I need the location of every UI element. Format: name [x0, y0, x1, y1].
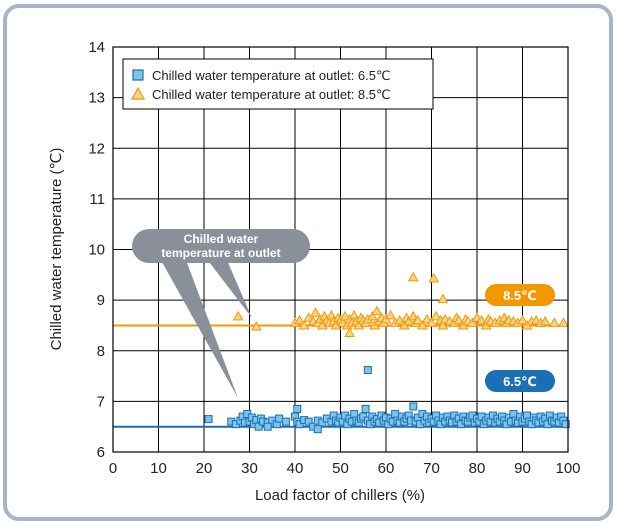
legend-box — [122, 58, 434, 110]
y-tick-label: 8 — [97, 343, 105, 360]
data-point-8-5 — [421, 313, 433, 324]
data-point-8-5 — [412, 314, 424, 325]
data-point-6-5 — [561, 420, 570, 429]
data-point-6-5 — [293, 404, 302, 413]
data-point-6-5 — [391, 410, 400, 419]
data-point-8-5 — [476, 314, 487, 325]
data-point-8-5 — [310, 307, 321, 317]
data-point-6-5 — [204, 415, 213, 424]
y-tick-label: 14 — [88, 39, 105, 56]
data-point-8-5 — [426, 317, 437, 327]
data-point-8-5 — [394, 314, 406, 325]
data-point-8-5 — [437, 293, 449, 304]
x-tick-label: 50 — [332, 460, 349, 477]
data-point-8-5 — [294, 314, 305, 325]
data-point-6-5 — [363, 365, 372, 374]
callout-bubble — [132, 229, 310, 263]
x-tick-label: 20 — [196, 460, 213, 477]
data-point-8-5 — [232, 310, 244, 321]
y-tick-label: 10 — [88, 242, 105, 259]
y-tick-labels: 6 7 8 9 10 11 12 13 14 — [88, 39, 105, 461]
x-tick-label: 30 — [241, 460, 258, 477]
data-point-8-5 — [453, 314, 465, 325]
badge-8-5-label: 8.5℃ — [503, 288, 537, 303]
data-points — [204, 271, 570, 434]
x-tick-label: 10 — [150, 460, 167, 477]
badge-6-5-bg — [485, 370, 555, 392]
data-point-8-5 — [428, 272, 440, 283]
x-tick-label: 100 — [555, 460, 580, 477]
callout-pointer-lower — [158, 255, 238, 398]
x-tick-label: 0 — [109, 460, 117, 477]
x-tick-label: 70 — [423, 460, 440, 477]
data-point-8-5 — [403, 315, 415, 326]
legend-label-6-5: Chilled water temperature at outlet: 6.5… — [152, 68, 391, 83]
data-point-8-5 — [371, 305, 383, 316]
data-point-8-5 — [344, 327, 355, 338]
y-axis-title: Chilled water temperature (℃) — [48, 148, 65, 351]
x-tick-label: 90 — [514, 460, 531, 477]
data-point-8-5 — [467, 317, 478, 327]
data-point-6-5 — [295, 420, 304, 429]
data-point-6-5 — [509, 410, 518, 419]
data-point-6-5 — [304, 417, 313, 426]
data-point-6-5 — [313, 425, 322, 434]
data-point-8-5 — [417, 319, 428, 330]
data-point-8-5 — [250, 320, 262, 331]
legend: Chilled water temperature at outlet: 6.5… — [122, 58, 434, 110]
y-tick-label: 13 — [88, 90, 105, 107]
y-tick-label: 12 — [88, 140, 105, 157]
outer-frame — [3, 4, 613, 521]
data-point-8-5 — [316, 319, 328, 330]
y-tick-label: 11 — [89, 191, 105, 208]
data-point-8-5 — [330, 319, 342, 330]
x-axis-title: Load factor of chillers (%) — [255, 487, 425, 504]
data-point-8-5 — [385, 309, 396, 320]
data-point-8-5 — [548, 317, 560, 327]
y-tick-label: 9 — [97, 292, 105, 309]
setpoint-badge-6-5: 6.5℃ — [485, 370, 555, 392]
data-point-6-5 — [281, 417, 290, 426]
badge-8-5-bg — [485, 284, 555, 306]
callout-pointer-upper — [206, 258, 252, 318]
data-point-6-5 — [263, 422, 272, 431]
data-point-8-5 — [339, 310, 351, 321]
data-point-8-5 — [353, 319, 365, 330]
y-tick-label: 6 — [97, 444, 105, 461]
data-point-8-5 — [430, 310, 442, 321]
data-point-8-5 — [539, 315, 551, 326]
data-point-8-5 — [407, 271, 419, 282]
legend-triangle-marker — [130, 86, 146, 100]
data-point-6-5 — [254, 422, 263, 431]
data-point-8-5 — [517, 314, 528, 325]
data-point-6-5 — [275, 414, 284, 423]
y-tick-label: 7 — [97, 393, 105, 410]
callout-line-2: temperature at outlet — [161, 246, 280, 260]
data-point-6-5 — [350, 410, 359, 419]
x-tick-label: 60 — [378, 460, 395, 477]
legend-label-8-5: Chilled water temperature at outlet: 8.5… — [152, 87, 391, 102]
x-tick-label: 40 — [287, 460, 304, 477]
data-point-8-5 — [303, 312, 315, 322]
data-point-8-5 — [298, 319, 310, 330]
data-point-6-5 — [409, 402, 418, 411]
legend-square-marker — [132, 69, 144, 81]
x-tick-label: 80 — [469, 460, 486, 477]
data-point-6-5 — [361, 404, 370, 413]
setpoint-badge-8-5: 8.5℃ — [485, 284, 555, 306]
data-point-8-5 — [366, 310, 378, 321]
data-point-8-5 — [558, 317, 569, 327]
data-point-6-5 — [318, 418, 327, 427]
plot-border — [112, 46, 569, 453]
x-tick-labels: 0 10 20 30 40 50 60 70 80 90 100 — [109, 460, 581, 477]
callout-line-1: Chilled water — [184, 232, 259, 246]
callout: Chilled water temperature at outlet — [132, 229, 310, 398]
data-point-6-5 — [359, 412, 368, 421]
badge-6-5-label: 6.5℃ — [503, 374, 537, 389]
